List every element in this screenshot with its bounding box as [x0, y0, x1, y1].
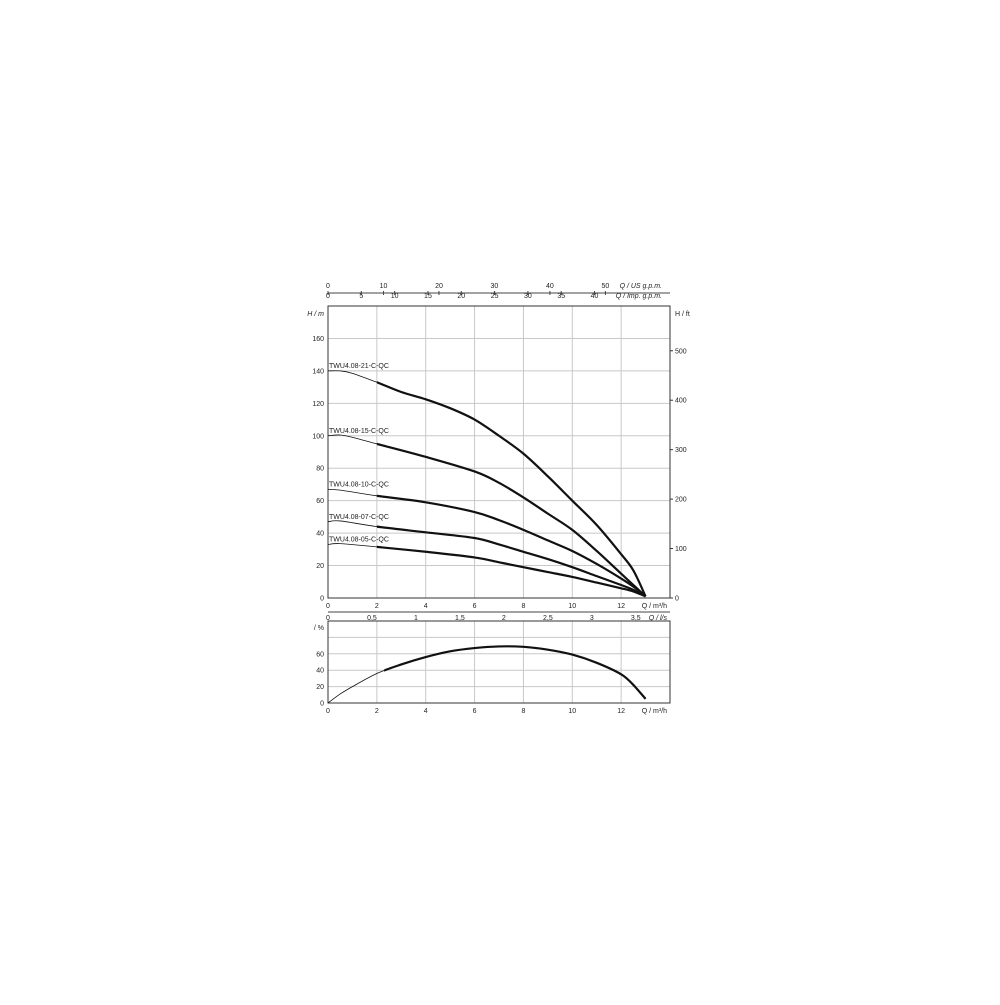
x-axis-label: Q / m³/h	[642, 708, 667, 715]
x-tick-label: 12	[617, 603, 625, 610]
y-tick-label: 100	[312, 433, 324, 440]
top-axis-label: Q / US g.p.m.	[620, 283, 662, 290]
y2-axis-label: H / ft	[675, 311, 690, 318]
x-tick-label: 12	[617, 708, 625, 715]
plot-frame	[327, 305, 671, 599]
series-label: TWU4.08-10-C-QC	[329, 481, 389, 488]
head-curve	[376, 494, 647, 598]
top-axis-tick-label: 20	[435, 283, 443, 290]
top-axis-tick-label: 40	[591, 293, 599, 300]
y-tick-label: 160	[312, 336, 324, 343]
x2-tick-label: 2,5	[543, 615, 553, 622]
x2-tick-label: 3,5	[631, 615, 641, 622]
x2-tick-label: 0,5	[367, 615, 377, 622]
x2-tick-label: 0	[326, 615, 330, 622]
x-axis-label: Q / m³/h	[642, 603, 667, 610]
top-axis-tick-label: 5	[359, 293, 363, 300]
x-tick-label: 10	[568, 708, 576, 715]
x-tick-label: 0	[326, 603, 330, 610]
x-tick-label: 10	[568, 603, 576, 610]
y2-tick-label: 500	[675, 348, 687, 355]
top-axis-tick-label: 0	[326, 283, 330, 290]
series-label: TWU4.08-21-C-QC	[329, 363, 389, 370]
x-tick-label: 6	[473, 708, 477, 715]
y-tick-label: 0	[320, 701, 324, 708]
y-tick-label: 60	[316, 651, 324, 658]
y2-tick-label: 100	[675, 546, 687, 553]
y2-tick-label: 300	[675, 447, 687, 454]
y-tick-label: 120	[312, 401, 324, 408]
series-label: TWU4.08-07-C-QC	[329, 514, 389, 521]
x-tick-label: 0	[326, 708, 330, 715]
head-curve	[376, 381, 647, 597]
y-axis-label: H / m	[307, 311, 324, 318]
x-tick-label: 2	[375, 603, 379, 610]
series-label: TWU4.08-15-C-QC	[329, 428, 389, 435]
x2-tick-label: 1	[414, 615, 418, 622]
x-tick-label: 2	[375, 708, 379, 715]
efficiency-curve	[384, 645, 647, 700]
y-axis-label: / %	[314, 625, 324, 632]
y-tick-label: 140	[312, 368, 324, 375]
top-axis-tick-label: 40	[546, 283, 554, 290]
top-axis-tick-label: 10	[391, 293, 399, 300]
head-curve	[376, 442, 647, 598]
top-axis-tick-label: 15	[424, 293, 432, 300]
top-axis-label: Q / Imp. g.p.m.	[616, 293, 662, 300]
y-tick-label: 80	[316, 466, 324, 473]
top-axis-tick-label: 50	[602, 283, 610, 290]
head-curve	[376, 545, 646, 598]
y-tick-label: 40	[316, 531, 324, 538]
y2-tick-label: 0	[675, 596, 679, 603]
y-tick-label: 60	[316, 498, 324, 505]
y2-tick-label: 200	[675, 497, 687, 504]
x2-axis-label: Q / l/s	[649, 615, 668, 622]
series-label: TWU4.08-05-C-QC	[329, 536, 389, 543]
plot-frame	[327, 620, 671, 704]
x2-tick-label: 2	[502, 615, 506, 622]
top-axis-tick-label: 10	[380, 283, 388, 290]
top-axis-tick-label: 20	[457, 293, 465, 300]
y2-tick-label: 400	[675, 398, 687, 405]
top-axis-tick-label: 30	[491, 283, 499, 290]
x-tick-label: 8	[521, 708, 525, 715]
top-axis-tick-label: 0	[326, 293, 330, 300]
x2-tick-label: 3	[590, 615, 594, 622]
top-axis-tick-label: 35	[557, 293, 565, 300]
top-axis-tick-label: 25	[491, 293, 499, 300]
y-tick-label: 20	[316, 563, 324, 570]
x-tick-label: 4	[424, 603, 428, 610]
y-tick-label: 20	[316, 684, 324, 691]
top-axis-tick-label: 30	[524, 293, 532, 300]
head-curve	[376, 525, 647, 598]
x-tick-label: 4	[424, 708, 428, 715]
y-tick-label: 40	[316, 668, 324, 675]
x-tick-label: 8	[521, 603, 525, 610]
x2-tick-label: 1,5	[455, 615, 465, 622]
y-tick-label: 0	[320, 596, 324, 603]
x-tick-label: 6	[473, 603, 477, 610]
efficiency-curve-thin	[327, 645, 646, 704]
